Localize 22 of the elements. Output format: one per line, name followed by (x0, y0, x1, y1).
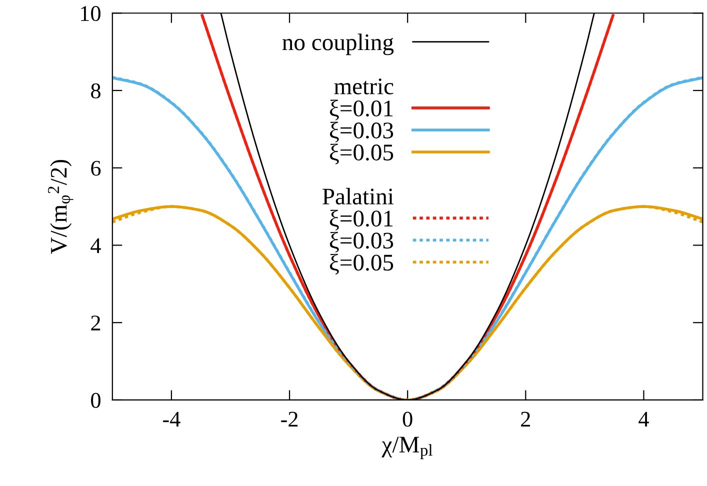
annotation: metric (334, 78, 394, 94)
x-tick-label: -2 (281, 412, 298, 427)
legend-label: ξ=0.01 (330, 210, 393, 231)
legend-label: no coupling (282, 34, 394, 56)
legend-label: ξ=0.03 (330, 122, 394, 142)
y-axis-title: V/(m$_{φ}$$^{2}$/2) (48, 160, 74, 254)
y-tick-label: 8 (91, 83, 100, 98)
y-tick-label: 10 (81, 6, 100, 22)
x-tick-label: 2 (521, 412, 530, 427)
annotation: Palatini (322, 188, 394, 205)
x-axis-title: χ/M$_{pl}$ (382, 436, 432, 460)
x-tick-label: 0 (402, 412, 412, 427)
legend-label: ξ=0.05 (330, 144, 394, 164)
legend-label: ξ=0.03 (330, 232, 394, 253)
y-tick-label: 6 (91, 160, 101, 176)
legend-label: ξ=0.01 (330, 100, 393, 120)
legend-label: ξ=0.05 (330, 254, 394, 275)
x-tick-label: 4 (638, 412, 649, 427)
y-tick-label: 4 (90, 238, 101, 253)
x-tick-label: -4 (163, 412, 180, 427)
y-tick-label: 0 (91, 392, 100, 408)
y-tick-label: 2 (91, 316, 100, 330)
